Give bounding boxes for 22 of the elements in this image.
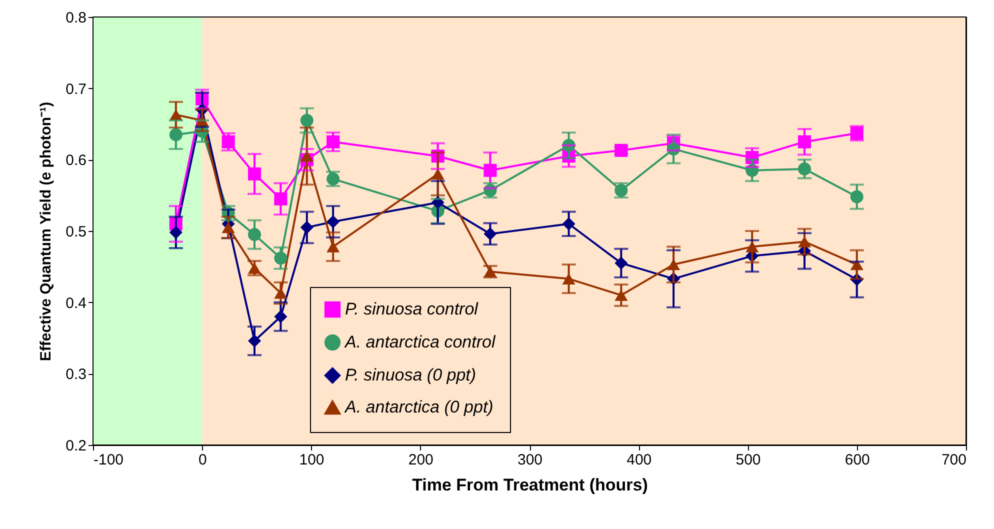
x-tick-label: 100 (299, 452, 324, 468)
y-tick-label: 0.8 (66, 10, 86, 26)
x-tick-label: 400 (626, 452, 652, 468)
legend-label: P. sinuosa (0 ppt) (345, 366, 476, 384)
legend-label: P. sinuosa control (345, 300, 480, 318)
y-tick-label: 0.7 (66, 80, 86, 98)
y-tick-label: 0.2 (66, 438, 86, 454)
y-tick-label: 0.6 (66, 152, 86, 170)
x-tick-label: 700 (941, 452, 966, 468)
y-tick-label: 0.3 (66, 366, 86, 384)
y-tick-label: 0.5 (66, 224, 86, 240)
legend-label: A. antarctica control (344, 332, 496, 352)
x-tick-label: 0 (198, 452, 207, 468)
y-tick-label: 0.4 (66, 294, 86, 312)
x-axis-title: Time From Treatment (hours) (412, 476, 648, 494)
x-tick-label: 600 (844, 452, 870, 468)
x-tick-label: 300 (517, 452, 543, 468)
x-tick-label: 500 (736, 452, 761, 468)
x-tick-label: 200 (408, 452, 434, 468)
x-tick-label: -100 (94, 452, 124, 468)
y-axis-title: Effective Quantum Yield (e photon⁻¹) (38, 102, 55, 362)
legend-label: A. antarctica (0 ppt) (344, 398, 494, 416)
